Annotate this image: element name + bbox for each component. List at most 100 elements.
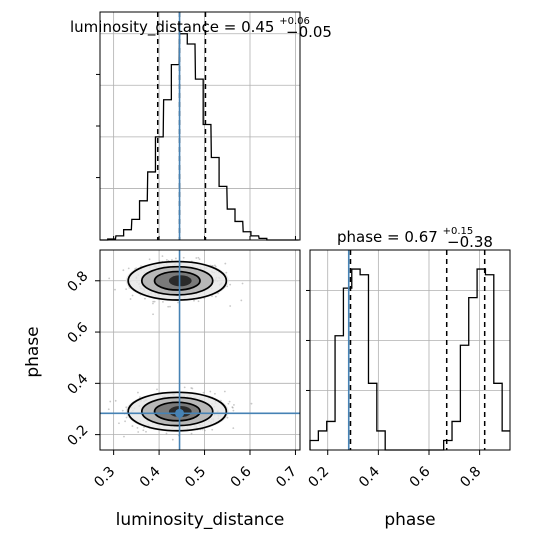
sample-point: [213, 264, 216, 267]
sample-point: [198, 258, 201, 261]
sample-point: [161, 255, 164, 258]
sample-point: [162, 300, 164, 303]
sample-point: [142, 429, 145, 432]
sample-point: [226, 416, 229, 419]
sample-point: [131, 294, 134, 297]
sample-point: [214, 265, 217, 268]
sample-point: [108, 277, 111, 280]
phase-vs-luminosity-distance-panel: 0.3 0.4 0.5 0.6 0.7 0.2 0.4 0.6 0.8: [64, 248, 301, 491]
sample-point: [231, 406, 234, 409]
sample-point: [190, 432, 193, 435]
density-contour: [127, 391, 228, 432]
sample-point: [240, 299, 243, 302]
sample-point: [136, 426, 139, 429]
sample-point: [228, 400, 231, 403]
sample-point: [163, 450, 165, 452]
histogram-step-luminosity-distance: [100, 33, 299, 241]
sample-point: [229, 305, 232, 307]
sample-point: [223, 390, 226, 393]
sample-point: [214, 392, 216, 395]
x-tick-label: 0.8: [457, 464, 484, 491]
sample-point: [171, 259, 173, 261]
sample-point: [152, 313, 154, 316]
sample-point: [214, 295, 217, 298]
sample-point: [250, 402, 253, 405]
sample-point: [125, 288, 128, 291]
sample-point: [127, 267, 130, 270]
sample-point: [195, 257, 198, 259]
density-contour: [140, 265, 214, 296]
title-phase-median: 0.67: [404, 228, 437, 246]
panel-frame: [309, 249, 511, 451]
density-contour: [140, 396, 214, 427]
density-contour: [153, 401, 201, 422]
sample-point: [193, 299, 195, 302]
sample-point: [183, 386, 186, 389]
sample-point: [122, 269, 125, 272]
sample-point: [232, 427, 235, 430]
x-tick-label: 0.6: [407, 464, 434, 491]
sample-point: [167, 305, 170, 308]
sample-point: [165, 432, 168, 435]
x-axis-label-luminosity-distance: luminosity_distance: [116, 510, 285, 530]
x-tick-label: 0.5: [182, 464, 209, 491]
title-luminosity-distance: luminosity_distance = 0.45 +0.06: [70, 16, 310, 37]
title-phase-minus: −0.38: [447, 233, 493, 251]
sample-point: [202, 391, 205, 394]
y-tick-label: 0.8: [64, 268, 91, 295]
sample-point: [152, 300, 155, 303]
title-luminosity-distance-param: luminosity_distance: [70, 18, 219, 37]
y-tick-label: 0.2: [64, 422, 91, 449]
sample-point: [175, 257, 177, 260]
sample-point: [152, 302, 154, 305]
sample-point: [165, 258, 168, 261]
x-tick-label: 0.3: [91, 464, 118, 491]
phase-histogram-panel: 0.2 0.4 0.6 0.8: [305, 249, 511, 491]
sample-point: [107, 408, 110, 411]
sample-point: [109, 400, 112, 403]
sample-point: [229, 283, 232, 286]
sample-point: [191, 387, 194, 390]
sample-point: [225, 271, 228, 274]
sample-point: [197, 300, 200, 303]
y-axis-label-phase: phase: [23, 326, 43, 377]
histogram-step-phase: [309, 268, 511, 451]
sample-point: [131, 425, 134, 427]
title-luminosity-distance-plus: +0.06: [279, 16, 310, 27]
truth-point: [175, 408, 185, 418]
sample-point: [114, 399, 117, 402]
x-tick-label: 0.4: [137, 464, 164, 491]
title-phase-param: phase: [337, 228, 382, 246]
density-contour: [153, 270, 201, 291]
sample-point: [129, 298, 132, 300]
sample-point: [209, 390, 212, 393]
luminosity-distance-histogram-panel: [96, 11, 301, 241]
x-tick-label: 0.2: [305, 464, 332, 491]
sample-point: [145, 430, 147, 433]
y-tick-label: 0.4: [64, 371, 91, 398]
sample-point: [125, 416, 128, 419]
sample-point: [171, 438, 174, 441]
panel-frame: [99, 11, 301, 241]
sample-point: [232, 409, 235, 412]
sample-point: [182, 256, 185, 259]
sample-point: [94, 268, 96, 270]
sample-point: [204, 429, 206, 432]
sample-point: [114, 288, 116, 291]
title-phase-plus: +0.15: [443, 226, 474, 237]
sample-point: [166, 248, 168, 250]
x-axis-label-phase: phase: [384, 510, 435, 530]
sample-point: [233, 404, 235, 406]
title-phase: phase = 0.67 +0.15: [337, 226, 473, 246]
title-luminosity-distance-minus: −0.05: [286, 23, 332, 41]
sample-point: [156, 388, 158, 391]
sample-point: [227, 402, 230, 405]
panel-frame: [99, 249, 301, 451]
density-contour: [127, 260, 228, 301]
sample-point: [137, 391, 139, 394]
sample-point: [169, 305, 171, 308]
sample-point: [153, 300, 156, 303]
x-tick-label: 0.4: [356, 464, 383, 491]
sample-point: [211, 428, 214, 431]
